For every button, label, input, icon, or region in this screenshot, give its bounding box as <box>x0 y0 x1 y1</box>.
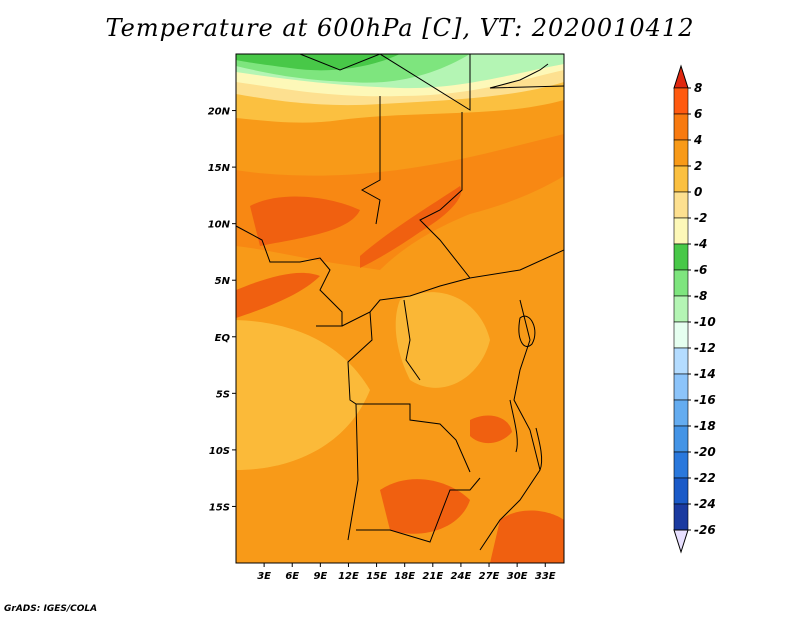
field-band-minus6 <box>236 54 400 71</box>
colorbar-label: -6 <box>694 263 707 277</box>
border-car <box>341 277 471 327</box>
colorbar-label: 8 <box>694 81 702 95</box>
colorbar-label: 2 <box>694 159 702 173</box>
lon-tick-label: 33E <box>535 571 556 582</box>
colorbar-label: -26 <box>694 523 716 537</box>
colorbar: 8 6 4 2 0 -2 -4 -6 -8 -10 -12 -14 -16 -18 -20 -22 -24 -26 <box>673 64 716 554</box>
colorbar-segment <box>673 87 689 115</box>
colorbar-label: -8 <box>694 289 707 303</box>
lat-tick-label: 20N <box>208 107 231 118</box>
colorbar-label: -12 <box>694 341 716 355</box>
borders-layer <box>236 54 564 551</box>
border-chad-niger <box>360 96 381 225</box>
colorbar-segment <box>673 503 689 531</box>
field-warm-core-west <box>250 196 360 246</box>
colorbar-segment <box>673 399 689 427</box>
colorbar-segment <box>673 295 689 323</box>
colorbar-bottom-arrow <box>673 529 689 554</box>
credit-label: GrADS: IGES/COLA <box>4 604 98 614</box>
map-frame <box>235 53 565 564</box>
lon-tick-label: 27E <box>479 571 500 582</box>
lake-victoria <box>518 315 536 347</box>
colorbar-segment <box>673 113 689 141</box>
field-warm-core-east <box>470 415 512 444</box>
field-warm-streak <box>360 186 462 268</box>
colorbar-label: -20 <box>694 445 716 459</box>
border-sudan <box>419 112 564 279</box>
colorbar-segment <box>673 191 689 219</box>
colorbar-segment <box>673 217 689 245</box>
lat-tick-label: 10N <box>208 220 231 231</box>
map-title: Temperature at 600hPa [C], VT: 202001041… <box>105 14 695 42</box>
border-east-africa <box>479 299 541 551</box>
colorbar-segment <box>673 321 689 349</box>
field-cool-atlantic <box>236 320 370 470</box>
border-red-sea <box>489 63 564 89</box>
field-warm-core-guinea <box>236 272 320 318</box>
border-congo-drc <box>347 311 471 473</box>
lake-tanganyika <box>509 399 518 453</box>
colorbar-segment <box>673 165 689 193</box>
colorbar-top-arrow <box>673 64 689 89</box>
colorbar-label: -14 <box>694 367 716 381</box>
colorbar-segment <box>673 373 689 401</box>
border-angola-zambia <box>356 477 481 543</box>
colorbar-label: 6 <box>694 107 702 121</box>
border-north <box>299 54 471 111</box>
colorbar-segment <box>673 451 689 479</box>
border-west-africa <box>236 225 343 327</box>
colorbar-segment <box>673 477 689 505</box>
lon-tick-label: 18E <box>394 571 415 582</box>
lon-tick-label: 3E <box>257 571 271 582</box>
lon-tick-label: 21E <box>422 571 443 582</box>
lon-tick-label: 6E <box>285 571 299 582</box>
lon-tick-label: 15E <box>366 571 387 582</box>
colorbar-segment <box>673 425 689 453</box>
colorbar-segment <box>673 347 689 375</box>
border-river <box>403 299 421 381</box>
lon-axis: 3E 6E 9E 12E 15E 18E 21E 24E 27E 30E 33E <box>257 563 556 582</box>
colorbar-label: -16 <box>694 393 716 407</box>
field-cool-congo <box>395 292 490 388</box>
lat-tick-label: 15S <box>209 502 230 513</box>
lat-axis: 20N 15N 10N 5N EQ 5S 10S 15S <box>208 107 236 513</box>
lon-tick-label: 24E <box>451 571 472 582</box>
colorbar-label: 0 <box>694 185 702 199</box>
colorbar-label: -4 <box>694 237 707 251</box>
lon-tick-label: 9E <box>313 571 327 582</box>
colorbar-label: -18 <box>694 419 716 433</box>
colorbar-segment <box>673 269 689 297</box>
lake-malawi <box>535 427 543 471</box>
colorbar-label: -24 <box>694 497 716 511</box>
colorbar-label: 4 <box>693 133 702 147</box>
colorbar-label: -2 <box>694 211 707 225</box>
lon-tick-label: 30E <box>507 571 528 582</box>
colorbar-segment <box>673 243 689 271</box>
field-warm-core-south <box>380 479 470 534</box>
lat-tick-label: EQ <box>215 333 231 344</box>
lat-tick-label: 5S <box>216 389 230 400</box>
lat-tick-label: 10S <box>209 446 230 457</box>
temperature-field <box>236 54 564 563</box>
field-band-4-6 <box>236 134 564 270</box>
colorbar-label: -10 <box>694 315 716 329</box>
lon-tick-label: 12E <box>338 571 359 582</box>
colorbar-segment <box>673 139 689 167</box>
colorbar-label: -22 <box>694 471 716 485</box>
border-angola-west <box>347 403 359 541</box>
lat-tick-label: 5N <box>215 276 231 287</box>
field-warm-core-southeast <box>490 510 564 563</box>
lat-tick-label: 15N <box>208 163 231 174</box>
